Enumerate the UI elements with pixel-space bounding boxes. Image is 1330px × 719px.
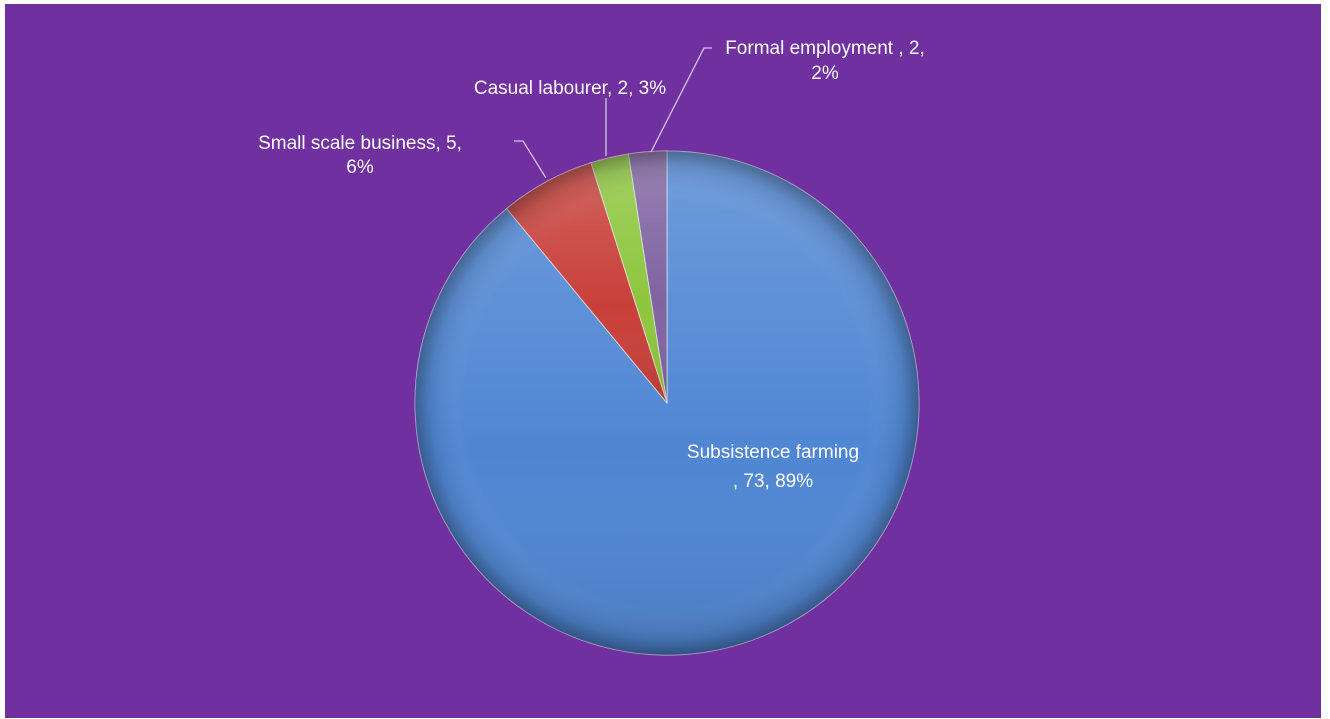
data-label-line: 6% (346, 157, 374, 178)
data-label-line: Formal employment , 2, (725, 38, 925, 59)
data-label-small-scale-business: Small scale business, 5, 6% (258, 133, 462, 178)
data-label-line: Small scale business, 5, (258, 133, 462, 154)
data-label-line: Subsistence farming (687, 442, 859, 463)
data-label-line: Casual labourer, 2, 3% (474, 78, 666, 99)
data-label-subsistence-farming: Subsistence farming , 73, 89% (687, 442, 859, 492)
data-label-line: , 73, 89% (733, 471, 813, 492)
pie-rim-shading (415, 151, 919, 655)
data-label-casual-labourer: Casual labourer, 2, 3% (474, 78, 666, 99)
leader-line-formal-employment (650, 47, 712, 153)
data-label-line: 2% (811, 63, 839, 84)
data-label-formal-employment: Formal employment , 2, 2% (725, 38, 925, 84)
leader-line-small-scale-business (514, 140, 547, 179)
